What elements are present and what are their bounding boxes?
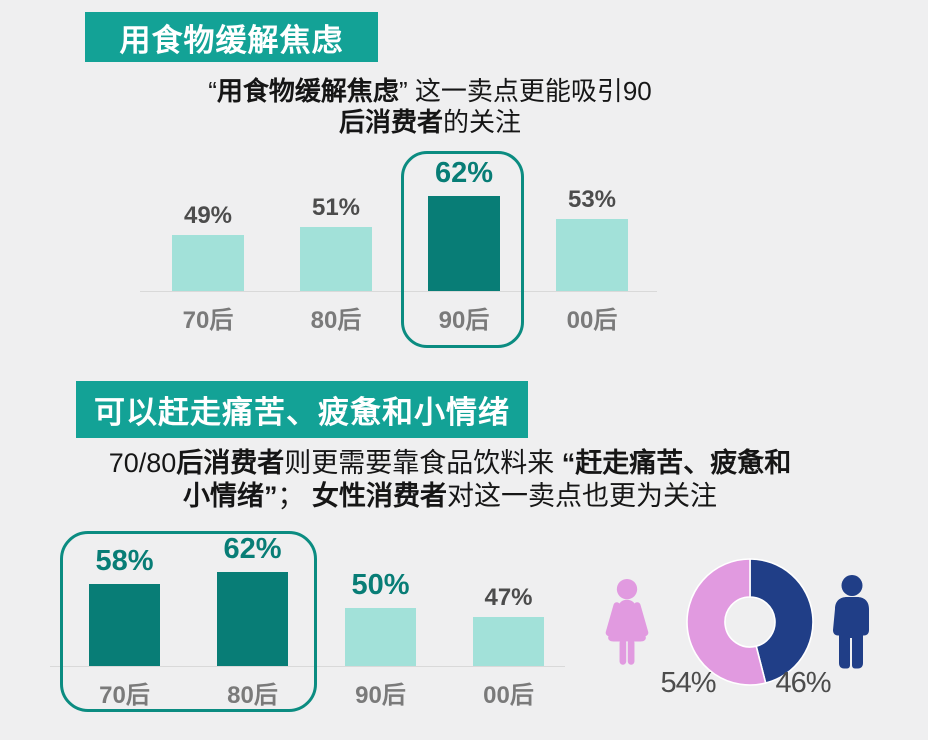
section1-subtitle-line1: “用食物缓解焦虑” 这一卖点更能吸引90: [60, 76, 800, 107]
text-run: 的关注: [443, 107, 522, 137]
text-run: 后消费者: [338, 107, 443, 137]
bar-70后: [89, 584, 160, 666]
donut-slice-男性: [749, 558, 814, 684]
text-run: ；: [277, 481, 312, 511]
category-label-80后: 80后: [227, 682, 278, 709]
value-label-70后: 58%: [95, 545, 154, 577]
chart2-highlight-outline: [60, 531, 317, 712]
chart2-axis-line: [50, 666, 565, 667]
text-run: “: [208, 76, 217, 106]
female-share-label: 54%: [660, 667, 716, 699]
value-label-90后: 50%: [351, 569, 410, 601]
text-run: 后消费者: [176, 448, 285, 478]
section2-subtitle-line2: 小情绪”； 女性消费者对这一卖点也更为关注: [20, 480, 880, 513]
category-label-90后: 90后: [438, 307, 490, 334]
man-icon: [826, 574, 878, 675]
section2-subtitle: 70/80后消费者则更需要靠食品饮料来 “赶走痛苦、疲惫和 小情绪”； 女性消费…: [20, 447, 880, 513]
chart1-highlight-outline: [401, 151, 524, 348]
donut-slice-女性: [686, 558, 767, 686]
chart1-axis-line: [140, 291, 657, 292]
text-run: 小情绪”: [182, 481, 278, 511]
bar-00后: [473, 617, 544, 666]
section2-subtitle-line1: 70/80后消费者则更需要靠食品饮料来 “赶走痛苦、疲惫和: [20, 447, 880, 480]
bar-80后: [217, 572, 288, 666]
text-run: 女性消费者: [312, 481, 447, 511]
section1-header-text: 用食物缓解焦虑: [119, 22, 344, 58]
text-run: 则更需要靠食品饮料来: [284, 448, 562, 478]
male-share-label: 46%: [775, 667, 831, 699]
bar-80后: [300, 227, 372, 291]
bar-90后: [428, 196, 500, 291]
bar-90后: [345, 608, 416, 666]
value-label-00后: 47%: [484, 584, 533, 611]
section1-subtitle: “用食物缓解焦虑” 这一卖点更能吸引90 后消费者的关注: [60, 76, 800, 138]
category-label-70后: 70后: [182, 307, 234, 334]
category-label-80后: 80后: [310, 307, 362, 334]
bar-70后: [172, 235, 244, 291]
text-run: 用食物缓解焦虑: [216, 76, 399, 106]
section1-header-badge: 用食物缓解焦虑: [85, 12, 378, 62]
section2-header-text: 可以赶走痛苦、疲惫和小情绪: [94, 395, 510, 430]
value-label-00后: 53%: [567, 186, 617, 213]
section1-subtitle-line2: 后消费者的关注: [60, 107, 800, 138]
category-label-00后: 00后: [483, 682, 534, 709]
text-run: 70/80: [108, 448, 177, 478]
text-run: 对这一卖点也更为关注: [447, 481, 717, 511]
bar-00后: [556, 219, 628, 291]
value-label-90后: 62%: [434, 157, 494, 189]
category-label-90后: 90后: [355, 682, 406, 709]
gender-donut-chart: [678, 550, 822, 699]
category-label-00后: 00后: [566, 307, 618, 334]
value-label-80后: 51%: [311, 194, 361, 221]
text-run: ” 这一卖点更能吸引90: [398, 76, 652, 106]
section2-header-badge: 可以赶走痛苦、疲惫和小情绪: [76, 381, 528, 438]
woman-icon: [596, 576, 658, 677]
text-run: “赶走痛苦、疲惫和: [561, 448, 792, 478]
value-label-70后: 49%: [183, 202, 233, 229]
category-label-70后: 70后: [99, 682, 150, 709]
value-label-80后: 62%: [223, 533, 282, 565]
